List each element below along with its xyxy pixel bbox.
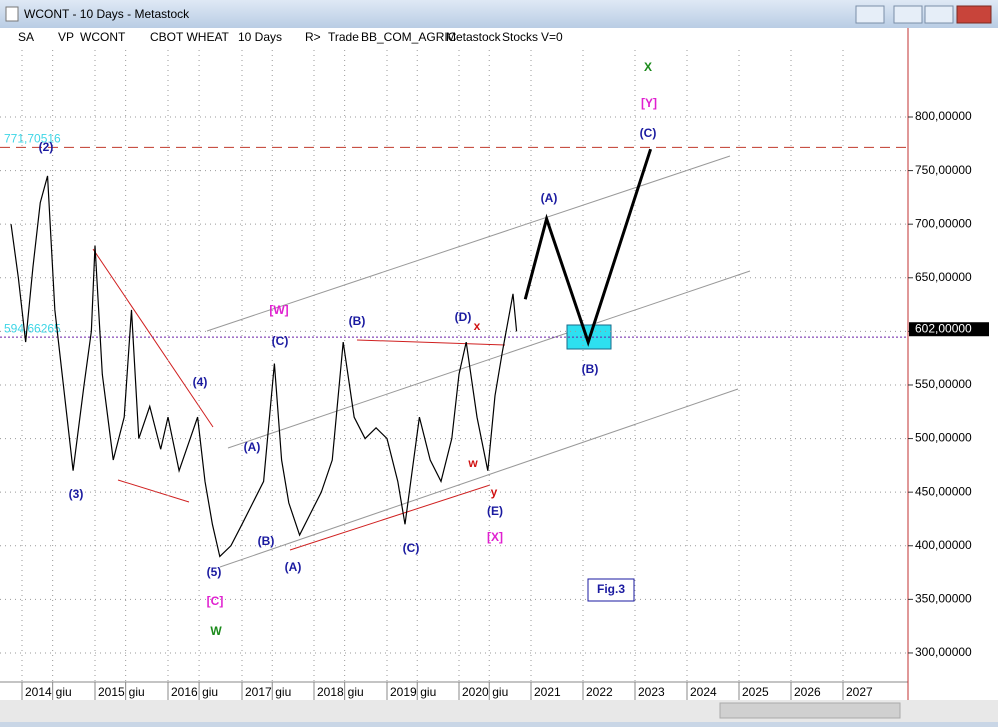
x-tick-label: giu: [348, 685, 364, 699]
x-tick-label: 2023: [638, 685, 665, 699]
x-tick-label: 2017: [245, 685, 272, 699]
wave-label: X: [644, 60, 652, 74]
wave-label: x: [474, 319, 481, 333]
y-tick-label: 700,00000: [915, 216, 972, 230]
wave-label: (B): [349, 314, 366, 328]
x-tick-label: giu: [202, 685, 218, 699]
y-tick-label: 500,00000: [915, 431, 972, 445]
x-tick-label: 2026: [794, 685, 821, 699]
y-tick-label: 400,00000: [915, 538, 972, 552]
toolbar-item: CBOT WHEAT: [150, 30, 230, 44]
price-line: [10, 175, 518, 558]
minimize-button[interactable]: [893, 5, 923, 24]
toolbar-item: V=0: [541, 30, 563, 44]
figure-box: [587, 578, 635, 602]
toolbar-item: Stocks: [502, 30, 538, 44]
wave-label: (D): [455, 310, 472, 324]
maximize-button[interactable]: [924, 5, 954, 24]
close-button[interactable]: [956, 5, 992, 24]
x-tick-label: giu: [275, 685, 291, 699]
wave-label: (C): [272, 334, 289, 348]
toolbar: SA VP WCONT CBOT WHEAT 10 Days R> Trade BB_COM_…: [18, 30, 563, 44]
wave-label: (5): [207, 565, 222, 579]
y-tick-label: 350,00000: [915, 592, 972, 606]
y-tick-label: 750,00000: [915, 163, 972, 177]
wave-label: (C): [403, 541, 420, 555]
last-price-label: 602,00000: [915, 321, 972, 335]
x-tick-label: 2027: [846, 685, 873, 699]
x-tick-label: 2020: [462, 685, 489, 699]
y-tick-label: 300,00000: [915, 645, 972, 659]
x-tick-label: 2025: [742, 685, 769, 699]
app-icon: [5, 6, 19, 22]
x-tick-label: 2018: [317, 685, 344, 699]
wave-label: (A): [541, 191, 558, 205]
wave-label: (A): [285, 560, 302, 574]
x-tick-label: giu: [492, 685, 508, 699]
wave-label: w: [467, 456, 478, 470]
price-line: [523, 148, 653, 347]
y-tick-label: 550,00000: [915, 377, 972, 391]
x-tick-label: giu: [420, 685, 436, 699]
wave-label: (B): [258, 534, 275, 548]
wave-label: Fig.3: [597, 582, 625, 596]
x-tick-label: giu: [56, 685, 72, 699]
wave-label: y: [491, 485, 498, 499]
x-tick-label: 2016: [171, 685, 198, 699]
wave-label: (B): [582, 362, 599, 376]
wave-label: (3): [69, 487, 84, 501]
level-label: 594,66265: [4, 321, 61, 335]
toolbar-item: VP: [58, 30, 74, 44]
wave-label: [Y]: [641, 96, 657, 110]
wave-label: (A): [244, 440, 261, 454]
last-price-box: [909, 322, 989, 337]
x-tick-label: 2015: [98, 685, 125, 699]
toolbar-item: WCONT: [80, 30, 126, 44]
restore-button[interactable]: [855, 5, 885, 24]
trendlines: [92, 155, 751, 568]
window-title: WCONT - 10 Days - Metastock: [24, 7, 190, 21]
x-tick-label: 2021: [534, 685, 561, 699]
wave-label: (2): [39, 140, 54, 154]
toolbar-item: Trade: [328, 30, 359, 44]
toolbar-item: SA: [18, 30, 34, 44]
toolbar-item: BB_COM_AGRIC: [361, 30, 457, 44]
wave-label: (E): [487, 504, 503, 518]
wave-label: [X]: [487, 530, 503, 544]
x-tick-label: 2019: [390, 685, 417, 699]
y-tick-label: 800,00000: [915, 109, 972, 123]
x-tick-label: 2024: [690, 685, 717, 699]
wave-label: (C): [640, 126, 657, 140]
toolbar-item: 10 Days: [238, 30, 282, 44]
x-tick-label: 2022: [586, 685, 613, 699]
wave-label: [C]: [207, 594, 224, 608]
toolbar-item: R>: [305, 30, 321, 44]
scroll-thumb[interactable]: [719, 702, 901, 719]
wave-label: (4): [193, 375, 208, 389]
level-label: 771,70516: [4, 131, 61, 145]
wave-label: [W]: [269, 303, 288, 317]
wave-label: W: [210, 624, 222, 638]
x-tick-label: 2014: [25, 685, 52, 699]
title-bar: [0, 0, 998, 28]
y-tick-label: 650,00000: [915, 270, 972, 284]
toolbar-item: Metastock: [446, 30, 502, 44]
y-tick-label: 450,00000: [915, 484, 972, 498]
x-tick-label: giu: [129, 685, 145, 699]
